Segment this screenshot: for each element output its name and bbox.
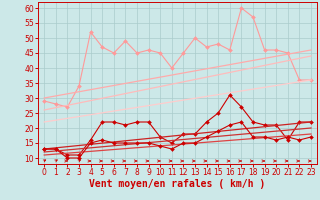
X-axis label: Vent moyen/en rafales ( km/h ): Vent moyen/en rafales ( km/h ) [90, 179, 266, 189]
